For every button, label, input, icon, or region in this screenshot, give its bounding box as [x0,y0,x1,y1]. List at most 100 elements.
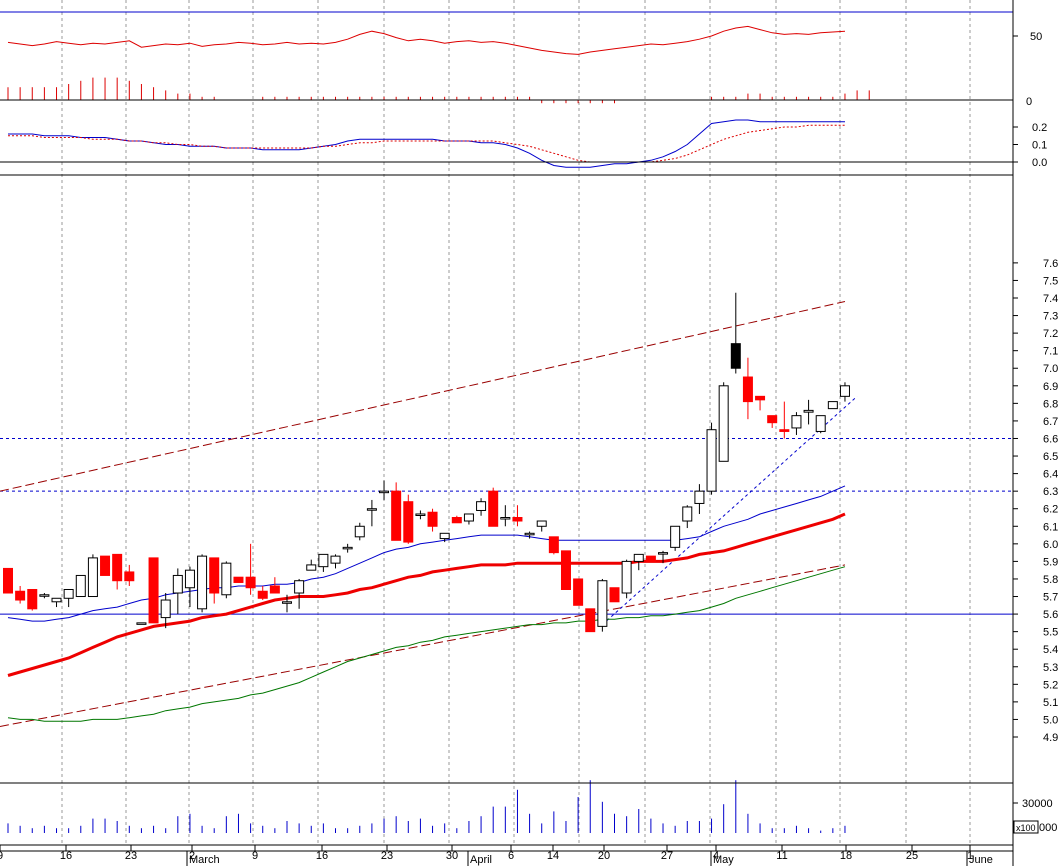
grid-lines [61,0,971,845]
histogram-panel: 0 [0,77,1032,108]
price-tick-label: 6.8 [1043,398,1058,410]
price-tick-label: 5.2 [1043,679,1058,691]
x-tick-label: 1 [967,850,973,862]
price-tick-label: 6.4 [1043,469,1058,481]
x-tick-label: 4 [713,850,719,862]
candle-body [160,599,171,619]
candle-body [670,525,681,548]
price-tick-label: 5.1 [1043,697,1058,709]
price-tick-label: 6.7 [1043,416,1058,428]
candle-body [512,517,523,522]
x-tick-label: 23 [125,850,137,862]
price-tick-label: 6.3 [1043,486,1058,498]
candle-body [779,429,790,432]
price-tick-label: 7.3 [1043,311,1058,323]
macd-tick-label: 0.2 [1032,122,1047,134]
x-tick-label: 27 [661,850,673,862]
price-tick-label: 7.6 [1043,258,1058,270]
candle-body [755,395,766,401]
hist-tick-label: 0 [1026,96,1032,108]
month-label: April [470,854,492,866]
candle-body [112,553,123,582]
volume-tick-label: 000 [1039,822,1057,834]
price-tick-label: 5.7 [1043,592,1058,604]
candle-body [645,555,656,562]
volume-tick-label: 30000 [1022,798,1053,810]
candle-body [524,532,535,536]
candle-body [257,590,268,599]
price-tick-label: 6.5 [1043,451,1058,463]
rsi-tick-label: 50 [1030,31,1042,43]
x-tick-label: 20 [598,850,610,862]
macd-line [8,119,845,168]
candle-body [245,576,256,589]
candle-body [39,594,50,597]
x-tick-label: 16 [316,850,328,862]
candle-body [197,555,208,610]
candle-body [51,597,62,603]
candle-body [15,590,26,601]
candle-body [476,501,487,511]
price-tick-label: 5.5 [1043,627,1058,639]
candle-body [827,401,838,410]
candle-body [136,622,147,625]
candle-body [269,585,280,594]
candle-body [391,490,402,541]
price-tick-label: 5.9 [1043,556,1058,568]
candle-body [318,553,329,568]
x-tick-label: 9 [252,850,258,862]
x-tick-label: 25 [906,850,918,862]
candle-body [100,555,111,576]
signal-line [8,124,845,163]
candle-body [536,520,547,527]
x-tick-label: 16 [60,850,72,862]
channel-line [0,564,846,727]
x-tick-label: 2 [189,850,195,862]
candle-body [439,532,450,540]
price-tick-label: 7.4 [1043,293,1058,305]
price-tick-label: 6.9 [1043,381,1058,393]
candle-body [87,557,98,598]
month-label: March [189,854,220,866]
axes [0,0,1014,866]
price-tick-label: 5.4 [1043,644,1058,656]
candle-body [488,490,499,527]
candle-body [767,415,778,424]
candle-body [791,415,802,429]
candle-body [609,587,620,603]
x-tick-label: 18 [840,850,852,862]
ma-short-line [7,485,846,622]
rsi-line [7,25,846,55]
candle-body [63,588,74,599]
candle-body [342,546,353,550]
candle-body [658,552,669,555]
candle-body [451,517,462,524]
x-tick-label: 6 [508,850,514,862]
macd-tick-label: 0.0 [1032,157,1047,169]
candle-body [172,574,183,594]
price-tick-label: 6.1 [1043,521,1058,533]
month-label: June [969,854,993,866]
candle-body [294,580,305,594]
x-tick-label: 23 [381,850,393,862]
volume-multiplier: x100 [1016,823,1036,833]
candle-body [718,385,729,462]
candle-body [500,517,511,520]
candle-body [148,557,159,624]
candle-body [839,385,850,397]
candle-body [366,508,377,511]
price-tick-label: 5.3 [1043,662,1058,674]
candle-body [415,513,426,516]
candle-body [585,608,596,633]
candle-body [354,525,365,538]
x-tick-label: 14 [547,850,559,862]
candle-body [427,511,438,527]
price-tick-label: 6.2 [1043,504,1058,516]
volume-panel: 30000 x100 000 [7,780,1057,834]
candle-body [694,490,705,504]
candle-body [233,576,244,583]
price-tick-label: 5.8 [1043,574,1058,586]
price-tick-label: 7.5 [1043,275,1058,287]
price-tick-label: 6.6 [1043,433,1058,445]
